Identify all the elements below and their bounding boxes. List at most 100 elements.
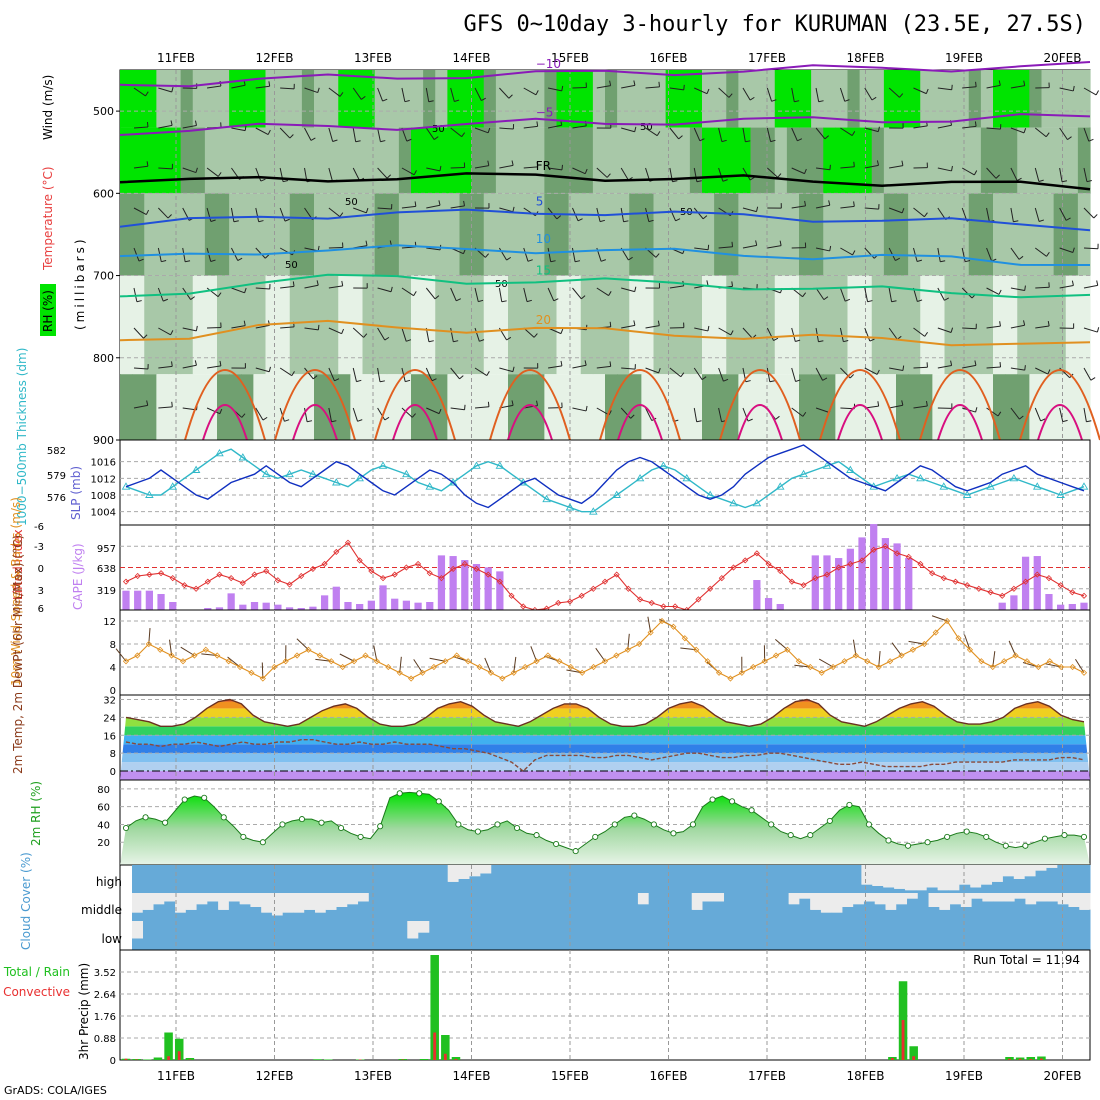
wind-barb <box>328 407 332 422</box>
wind-barb-flag <box>453 340 459 343</box>
rh-cell <box>204 70 218 128</box>
li-marker <box>590 585 597 592</box>
rh-cell <box>786 127 800 194</box>
wind-barb <box>426 247 441 251</box>
rh-cell <box>168 374 182 440</box>
wind-barb-flag <box>823 296 829 301</box>
wind-barb <box>377 87 384 102</box>
rh-cell <box>132 70 145 128</box>
cloud-cell <box>240 865 253 893</box>
rh-cell <box>605 193 618 276</box>
rh-cell <box>847 127 861 194</box>
upper-wind-barbs <box>133 80 1100 423</box>
rh-cell <box>192 275 206 375</box>
wind-barb-flag <box>965 260 971 263</box>
wind-barb <box>718 367 724 382</box>
wind-speed-marker <box>202 646 209 653</box>
wind-barb <box>937 287 945 301</box>
cloud-cell <box>676 865 688 893</box>
wind-speed-marker <box>453 652 460 659</box>
rh-cell <box>241 374 254 440</box>
wind-barb-flag <box>1047 369 1051 375</box>
cloud-cell <box>523 865 536 893</box>
wind-barb-flag <box>413 291 417 296</box>
wind-speed-marker <box>670 623 677 630</box>
wind-barb-flag <box>1095 90 1099 96</box>
rh-cell <box>374 193 388 276</box>
wind-barb <box>840 247 853 256</box>
rh-cell <box>823 193 836 276</box>
wind-barb <box>986 407 999 417</box>
thickness-marker <box>191 465 201 473</box>
surface-barb <box>1075 658 1085 674</box>
cape-bar <box>332 586 340 610</box>
rh-cell <box>156 275 170 375</box>
cape-bar <box>402 600 411 610</box>
wind-barb-flag <box>756 206 759 212</box>
rh-cell <box>144 374 157 440</box>
rh-cell <box>641 127 655 194</box>
wind-barb-flag <box>217 172 222 177</box>
wind-speed-marker <box>351 658 358 665</box>
wind-barb-flag <box>877 401 880 407</box>
rh-cell <box>920 374 933 440</box>
cloud-cell <box>946 921 959 950</box>
thickness-marker <box>285 469 294 478</box>
cloud-cell <box>756 893 768 921</box>
wind-barb-flag <box>630 414 635 419</box>
cape-tick-label: 638 <box>97 564 116 575</box>
cape-bar <box>776 604 784 610</box>
thickness-marker <box>1079 482 1089 490</box>
wind-barb-flag <box>357 419 363 422</box>
rh-cell <box>1017 127 1030 194</box>
rh-cell <box>1077 275 1091 375</box>
wind-barb-flag <box>1096 280 1099 286</box>
wind-speed-marker <box>1080 669 1088 676</box>
clear-cell <box>1003 893 1016 902</box>
wind-barb-flag <box>291 371 295 376</box>
rh-marker <box>553 840 560 848</box>
rh-marker <box>396 790 403 797</box>
rh-cell <box>592 193 606 276</box>
wind-barb-flag <box>146 121 149 128</box>
wind-barb <box>986 325 1001 329</box>
wind-barb <box>231 84 246 89</box>
wind-barb <box>1010 127 1025 134</box>
surface-barb <box>774 638 788 651</box>
rh-cell <box>980 374 994 440</box>
wind-barb <box>1034 127 1047 138</box>
cloud-cell <box>1024 876 1037 893</box>
wind-barb <box>499 87 510 99</box>
cloud-cell <box>839 865 851 893</box>
rh-cell <box>192 127 206 194</box>
rh-cell <box>544 70 558 128</box>
isotherm-label: 5 <box>536 194 544 208</box>
precip-convective-bar <box>135 1059 139 1060</box>
temp-band <box>120 762 1090 772</box>
wind-barb <box>1034 247 1047 257</box>
rh-cell <box>1029 70 1043 128</box>
wind-barb-flag <box>433 136 439 140</box>
wind-barb-flag <box>556 215 562 220</box>
thickness-marker <box>1056 490 1065 498</box>
precip-bars <box>121 955 1046 1060</box>
wind-barb <box>742 327 753 339</box>
cape-bar <box>169 602 177 610</box>
pressure-tick-label: 500 <box>93 105 114 118</box>
rh-cell <box>362 70 376 128</box>
precip-convective-bar <box>1029 1059 1033 1060</box>
cloud-cell <box>734 893 747 921</box>
wind-barb <box>1083 167 1088 182</box>
wind-barb-flag <box>951 165 953 172</box>
rh-cell <box>1053 193 1067 276</box>
run-total-label: Run Total = 11.94 <box>973 953 1080 967</box>
rh-marker <box>338 824 345 832</box>
wind-speed-line <box>122 617 1088 682</box>
wind-barb-flag <box>501 300 507 303</box>
rh-cell <box>277 275 291 375</box>
rh-cell <box>1005 193 1018 276</box>
cloud-cell <box>915 890 928 893</box>
rh-marker <box>279 821 286 828</box>
